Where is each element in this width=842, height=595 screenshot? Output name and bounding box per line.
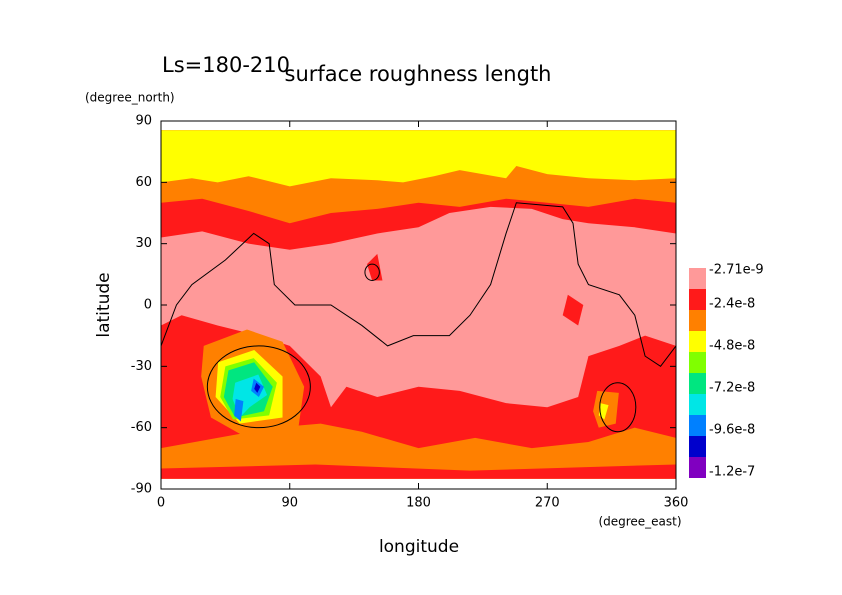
topography-contour	[206, 345, 311, 429]
colorbar-box	[689, 268, 706, 289]
colorbar-label: -2.71e-9	[709, 263, 764, 278]
region-red	[161, 464, 676, 479]
region-darkblue	[254, 382, 261, 393]
colorbar-box	[689, 436, 706, 457]
topography-contour	[599, 382, 637, 433]
colorbar-box	[689, 289, 706, 310]
x-tick-label: 0	[157, 496, 165, 511]
colorbar-label: -4.8e-8	[709, 339, 755, 354]
region-red	[367, 253, 383, 281]
region-yellow	[161, 130, 676, 187]
y-axis-label: latitude	[94, 272, 114, 337]
x-axis-label: longitude	[379, 537, 459, 557]
y-tick-label: 0	[144, 298, 152, 313]
colorbar-box	[689, 415, 706, 436]
chart-title: surface roughness length	[285, 62, 552, 86]
region-red	[562, 294, 584, 326]
colorbar-label: -7.2e-8	[709, 381, 755, 396]
y-tick-label: 60	[135, 175, 152, 190]
x-tick-label: 90	[281, 496, 298, 511]
topography-contour	[160, 202, 677, 368]
y-tick-label: -90	[131, 482, 152, 497]
region-pink	[161, 206, 676, 408]
annotation: Ls=180-210	[162, 53, 290, 77]
y-tick-label: 90	[135, 114, 152, 129]
x-tick-label: 180	[406, 496, 431, 511]
y-tick-label: -60	[131, 420, 152, 435]
y-tick-label: 30	[135, 236, 152, 251]
colorbar-label: -9.6e-8	[709, 423, 755, 438]
colorbar-box	[689, 310, 706, 331]
y-unit: (degree_north)	[85, 91, 175, 105]
colorbar-box	[689, 352, 706, 373]
colorbar-box	[689, 394, 706, 415]
colorbar-label: -1.2e-7	[709, 465, 755, 480]
colorbar-box	[689, 457, 706, 478]
x-unit: (degree_east)	[598, 515, 681, 529]
colorbar-label: -2.4e-8	[709, 297, 755, 312]
topography-contour	[364, 263, 380, 281]
x-tick-label: 270	[535, 496, 560, 511]
y-tick-label: -30	[131, 359, 152, 374]
region-blue	[234, 399, 244, 422]
colorbar-box	[689, 373, 706, 394]
x-tick-label: 360	[664, 496, 689, 511]
colorbar-box	[689, 331, 706, 352]
